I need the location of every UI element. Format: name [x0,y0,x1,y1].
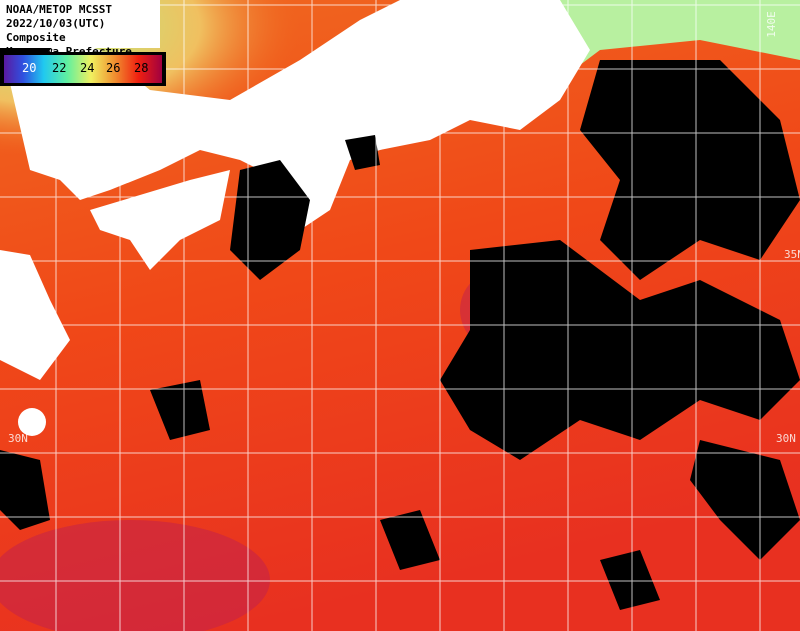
cool-water [560,0,800,80]
lon-label: 140E [764,11,778,38]
land [0,0,590,230]
header-line: NOAA/METOP MCSST [6,3,112,16]
header: NOAA/METOP MCSST 2022/10/03(UTC) Composi… [0,0,160,58]
warm-water [0,520,270,631]
colorbar: 20 22 24 26 28 [0,52,166,86]
header-line: 2022/10/03(UTC) Composite [6,17,106,44]
colorbar-label: 22 [52,61,67,75]
clouds [0,0,800,610]
colorbar-label: 20 [22,61,37,75]
island [18,408,46,436]
land [0,250,70,380]
colorbar-label: 24 [80,61,95,75]
lat-label: 35N [784,248,800,261]
colorbar-label: 28 [134,61,149,75]
colorbar-label: 26 [106,61,121,75]
land [90,170,230,270]
lat-label: 30N [8,432,28,445]
colorbar-gradient [4,55,162,83]
lat-label: 30N [776,432,796,445]
